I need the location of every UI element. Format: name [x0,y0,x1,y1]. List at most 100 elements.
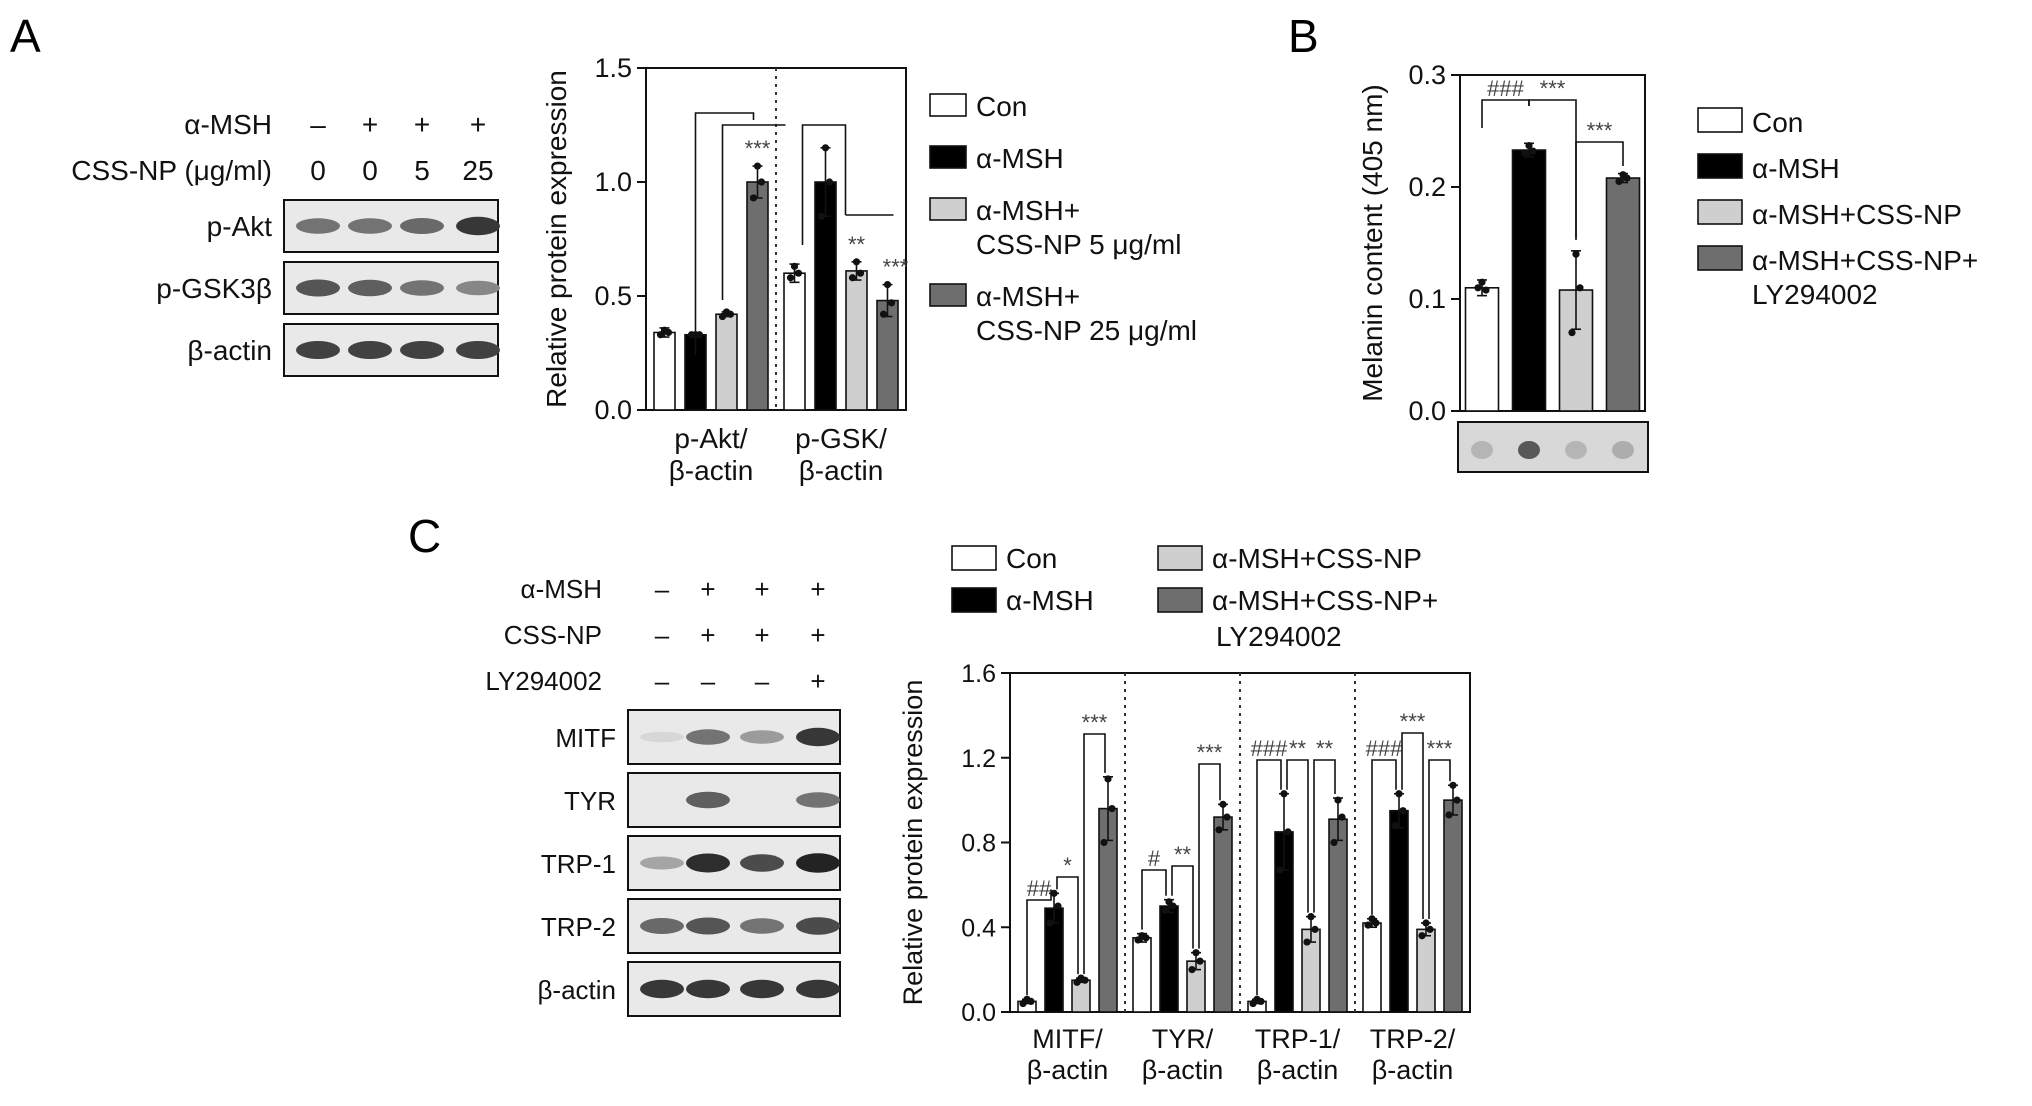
legend-label: α-MSH+CSS-NP+ [1752,245,1978,276]
y-axis-label: Melanin content (405 nm) [1357,84,1388,402]
data-point [1027,997,1035,1006]
x-tick-label: β-actin [1027,1055,1109,1085]
significance-bracket [1198,763,1221,949]
data-point [1449,781,1457,789]
melanin-spot [1612,441,1634,459]
bar [783,272,806,411]
condition-value: + [362,109,378,140]
bar [1362,922,1382,1013]
condition-label: CSS-NP (μg/ml) [71,155,272,186]
significance-bracket [1575,141,1624,240]
data-point [1482,286,1490,294]
significance-label: ** [1316,736,1334,761]
data-point [1395,790,1403,798]
condition-value: – [701,666,716,696]
x-tick-label: p-GSK/ [795,423,887,454]
blot-band [686,917,730,935]
data-point [825,178,834,186]
condition-value: 5 [414,155,430,186]
significance-label: *** [745,136,771,161]
blot-band [640,856,684,870]
significance-bracket [1286,759,1309,913]
condition-value: – [655,574,670,604]
data-point [1284,828,1292,836]
data-point [1568,329,1576,337]
data-point [1311,925,1319,933]
data-point [1196,957,1204,965]
significance-bracket [1371,759,1397,915]
significance-label: ## [1027,876,1052,901]
legend-label: CSS-NP 25 μg/ml [976,315,1197,346]
panel-b-letter: B [1288,10,1319,62]
data-point [1364,921,1372,929]
blot-band [348,218,392,234]
significance-bracket [1141,869,1167,930]
bar [715,313,738,411]
legend-label: α-MSH+CSS-NP+ [1212,585,1438,616]
data-point [856,269,865,277]
condition-value: + [754,574,769,604]
y-tick-label: 0.3 [1408,60,1446,90]
blot-band [640,731,684,743]
legend-label: Con [1006,543,1057,574]
data-point [1422,919,1430,927]
legend-swatch [1697,199,1743,225]
significance-bracket [801,124,847,245]
blot-band [456,341,500,359]
band-label: TYR [564,786,616,816]
condition-value: – [755,666,770,696]
blot-band [348,279,392,297]
blot-band [456,280,500,296]
blot-band [740,979,784,999]
condition-label: LY294002 [485,666,602,696]
legend-label: α-MSH+CSS-NP [1752,199,1962,230]
y-tick-label: 0.0 [961,999,996,1027]
blot-band [400,280,444,296]
condition-value: – [655,620,670,650]
condition-value: – [310,109,326,140]
significance-label: * [1063,853,1072,878]
significance-label: ** [1174,842,1192,867]
legend-swatch [929,197,967,221]
significance-label: *** [1540,76,1566,101]
data-point [757,178,766,186]
data-point [1453,796,1461,804]
blot-band [796,917,840,935]
data-point [1338,813,1346,821]
melanin-spot [1471,441,1493,459]
melanin-spot [1565,441,1587,459]
condition-label: α-MSH [521,574,602,604]
legend-swatch [929,145,967,169]
data-point [1108,805,1116,813]
condition-value: + [700,620,715,650]
condition-value: 25 [462,155,493,186]
legend-swatch [951,545,997,571]
significance-bracket [1056,876,1079,975]
x-tick-label: TRP-1/ [1255,1024,1341,1054]
blot-band [456,216,500,236]
legend-swatch [1157,545,1203,571]
bar [1389,809,1409,1013]
data-point [1623,174,1631,182]
significance-bracket [1083,733,1106,975]
blot-band [400,218,444,234]
y-tick-label: 0.8 [961,830,996,858]
data-point [1576,284,1584,292]
data-point [664,328,673,337]
panel-c-letter: C [408,510,441,562]
significance-bracket [1428,759,1451,920]
legend-label: Con [1752,107,1803,138]
bar [1159,905,1179,1013]
data-point [1161,906,1169,914]
significance-label: ### [1487,76,1524,101]
x-tick-label: p-Akt/ [674,423,747,454]
y-axis-label: Relative protein expression [898,680,928,1006]
data-point [1615,177,1623,185]
significance-bracket [1256,759,1282,996]
condition-value: 0 [362,155,378,186]
bar [845,270,868,411]
data-point [852,258,861,266]
condition-value: – [655,666,670,696]
legend-label: α-MSH+CSS-NP [1212,543,1422,574]
bar [1328,818,1348,1013]
